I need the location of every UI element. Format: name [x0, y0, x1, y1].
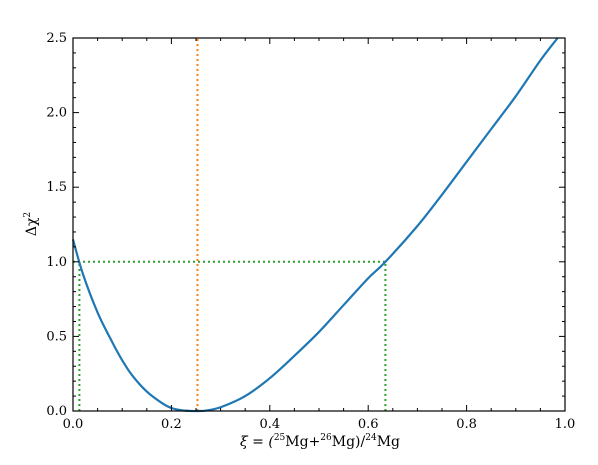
y-tick-label: 1.0	[46, 255, 67, 270]
reference-lines	[73, 38, 387, 411]
series-line-1	[71, 37, 559, 413]
y-tick-label: 1.5	[46, 180, 67, 195]
y-tick-label: 0.0	[46, 404, 67, 419]
data-series	[71, 37, 559, 413]
x-tick-label: 0.4	[259, 417, 280, 432]
x-label-mid-2: Mg)/	[332, 434, 366, 450]
x-label-sup-26: 26	[320, 433, 332, 443]
x-tick-label: 1.0	[555, 417, 576, 432]
axis-ticks	[72, 37, 566, 412]
x-tick-label: 0.0	[63, 417, 84, 432]
x-label-mid-1: Mg+	[285, 434, 320, 450]
x-label-suffix: Mg	[377, 434, 400, 450]
x-tick-label: 0.8	[456, 417, 477, 432]
y-tick-label: 2.5	[46, 31, 67, 46]
x-label-sup-24: 24	[365, 433, 377, 443]
y-tick-label: 2.0	[46, 106, 67, 121]
y-tick-label: 0.5	[46, 329, 67, 344]
x-label-sup-25: 25	[274, 433, 286, 443]
x-label-prefix: ξ = (	[240, 434, 274, 450]
y-label-base: Δχ	[24, 217, 40, 236]
tick-labels: 0.0 0.2 0.4 0.6 0.8 1.0 0.0 0.5 1.0 1.5 2.0 2.5	[46, 31, 575, 432]
x-tick-label: 0.2	[161, 417, 182, 432]
x-axis-label: ξ = (25Mg+26Mg)/24Mg	[240, 433, 400, 450]
x-tick-label: 0.6	[358, 417, 379, 432]
plot-area	[71, 37, 566, 413]
y-label-sup: 2	[23, 212, 33, 218]
plot-frame	[72, 37, 566, 412]
y-axis-label: Δχ2	[23, 212, 40, 236]
